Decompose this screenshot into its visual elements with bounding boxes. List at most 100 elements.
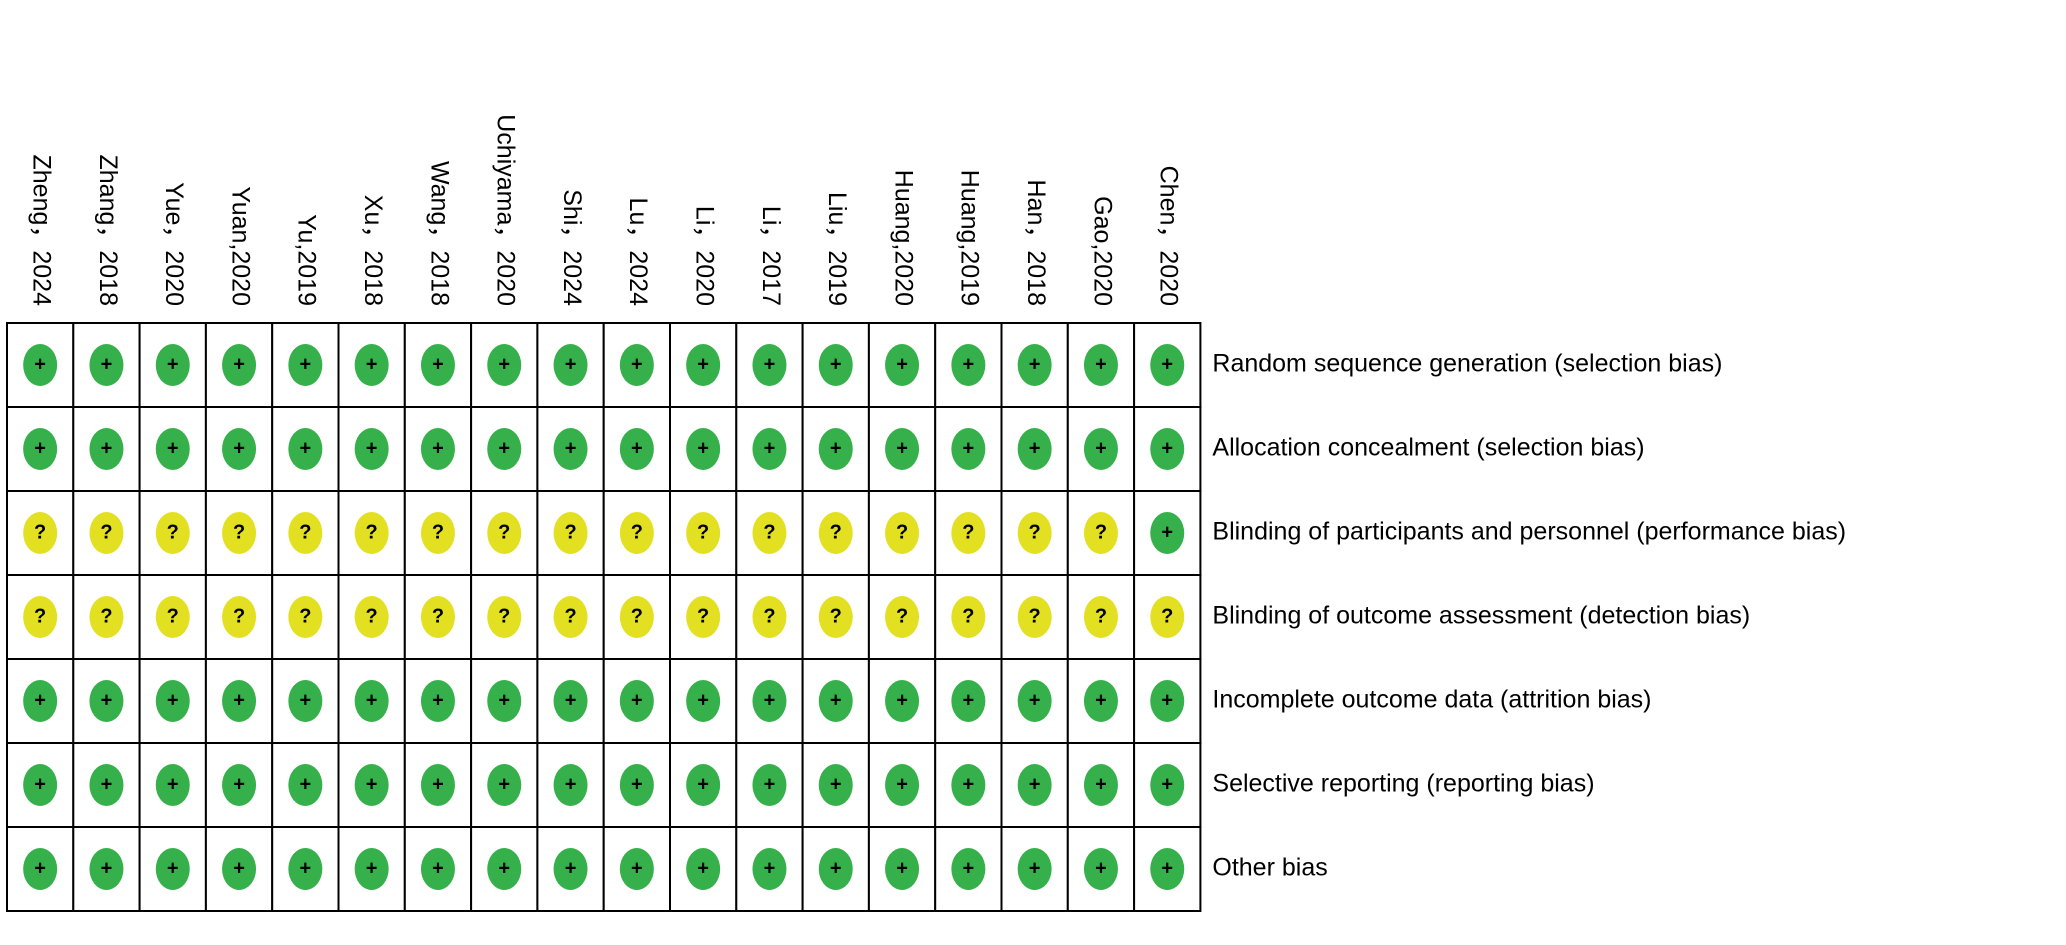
judgment-symbol: +: [366, 689, 378, 711]
judgment-circle: [354, 512, 389, 554]
judgment-circle: [155, 512, 190, 554]
judgment-symbol: +: [167, 773, 179, 795]
judgment-circle: [951, 848, 986, 890]
judgment-circle: [1150, 848, 1185, 890]
judgment-symbol: ?: [432, 521, 444, 543]
judgment-circle: [619, 512, 654, 554]
cell: [735, 826, 804, 912]
study-label: Zheng，2024: [28, 154, 56, 306]
judgment-circle: [354, 428, 389, 470]
judgment-circle: [553, 680, 588, 722]
judgment-circle: [288, 680, 323, 722]
judgment-symbol: ?: [498, 521, 510, 543]
judgment-symbol: +: [233, 773, 245, 795]
judgment-circle: [818, 764, 853, 806]
judgment-symbol: +: [300, 689, 312, 711]
cell: [536, 658, 605, 744]
judgment-symbol: +: [565, 857, 577, 879]
judgment-circle: [1017, 428, 1052, 470]
judgment-circle: [553, 428, 588, 470]
study-label: Han，2018: [1022, 180, 1050, 306]
judgment-circle: [1017, 764, 1052, 806]
judgment-circle: [752, 848, 787, 890]
judgment-symbol: ?: [631, 521, 643, 543]
judgment-circle: [885, 680, 920, 722]
judgment-circle: [420, 848, 455, 890]
judgment-symbol: +: [631, 857, 643, 879]
judgment-symbol: +: [101, 437, 113, 459]
judgment-circle: [1150, 764, 1185, 806]
judgment-circle: [354, 596, 389, 638]
judgment-circle: [354, 764, 389, 806]
judgment-circle: [885, 344, 920, 386]
study-label: Yu,2019: [293, 214, 321, 306]
judgment-symbol: ?: [100, 521, 112, 543]
judgment-symbol: ?: [631, 605, 643, 627]
judgment-symbol: +: [101, 857, 113, 879]
judgment-symbol: ?: [1161, 605, 1173, 627]
study-label: Gao,2020: [1088, 196, 1116, 306]
judgment-symbol: +: [697, 857, 709, 879]
cell: [602, 406, 672, 492]
judgment-symbol: +: [565, 437, 577, 459]
judgment-circle: [686, 512, 721, 554]
judgment-symbol: +: [1029, 437, 1041, 459]
judgment-circle: [951, 680, 986, 722]
judgment-symbol: ?: [896, 605, 908, 627]
study-label: Li，2020: [691, 206, 719, 306]
judgment-symbol: +: [1029, 353, 1041, 375]
judgment-circle: [553, 596, 588, 638]
judgment-circle: [354, 344, 389, 386]
judgment-circle: [1083, 680, 1118, 722]
judgment-circle: [487, 596, 522, 638]
judgment-circle: [89, 848, 124, 890]
judgment-circle: [619, 680, 654, 722]
judgment-symbol: ?: [366, 605, 378, 627]
judgment-symbol: +: [432, 437, 444, 459]
judgment-symbol: +: [34, 689, 46, 711]
judgment-circle: [420, 344, 455, 386]
judgment-symbol: +: [498, 857, 510, 879]
judgment-circle: [288, 344, 323, 386]
judgment-circle: [686, 344, 721, 386]
judgment-symbol: +: [498, 773, 510, 795]
judgment-circle: [23, 428, 58, 470]
judgment-symbol: +: [34, 437, 46, 459]
judgment-symbol: +: [498, 437, 510, 459]
study-label: Yuan,2020: [226, 186, 254, 306]
judgment-circle: [885, 764, 920, 806]
judgment-circle: [1083, 764, 1118, 806]
judgment-symbol: ?: [498, 605, 510, 627]
judgment-symbol: +: [34, 353, 46, 375]
judgment-circle: [155, 764, 190, 806]
judgment-symbol: +: [1161, 689, 1173, 711]
judgment-symbol: ?: [1095, 605, 1107, 627]
judgment-circle: [619, 596, 654, 638]
judgment-symbol: +: [366, 857, 378, 879]
judgment-symbol: +: [366, 773, 378, 795]
judgment-symbol: ?: [233, 521, 245, 543]
judgment-circle: [1150, 428, 1185, 470]
judgment-symbol: ?: [697, 521, 709, 543]
study-label: Liu，2019: [823, 192, 851, 306]
judgment-circle: [686, 848, 721, 890]
judgment-circle: [1083, 596, 1118, 638]
judgment-circle: [818, 344, 853, 386]
judgment-symbol: +: [233, 437, 245, 459]
judgment-symbol: +: [830, 773, 842, 795]
judgment-circle: [420, 764, 455, 806]
study-label: Chen，2020: [1155, 166, 1183, 306]
judgment-symbol: ?: [763, 521, 775, 543]
judgment-circle: [89, 764, 124, 806]
judgment-circle: [885, 848, 920, 890]
judgment-symbol: +: [565, 353, 577, 375]
judgment-circle: [1083, 512, 1118, 554]
judgment-circle: [420, 596, 455, 638]
judgment-symbol: +: [1029, 857, 1041, 879]
judgment-symbol: +: [432, 773, 444, 795]
judgment-circle: [1083, 344, 1118, 386]
judgment-symbol: +: [1095, 437, 1107, 459]
judgment-circle: [222, 680, 257, 722]
judgment-symbol: ?: [432, 605, 444, 627]
